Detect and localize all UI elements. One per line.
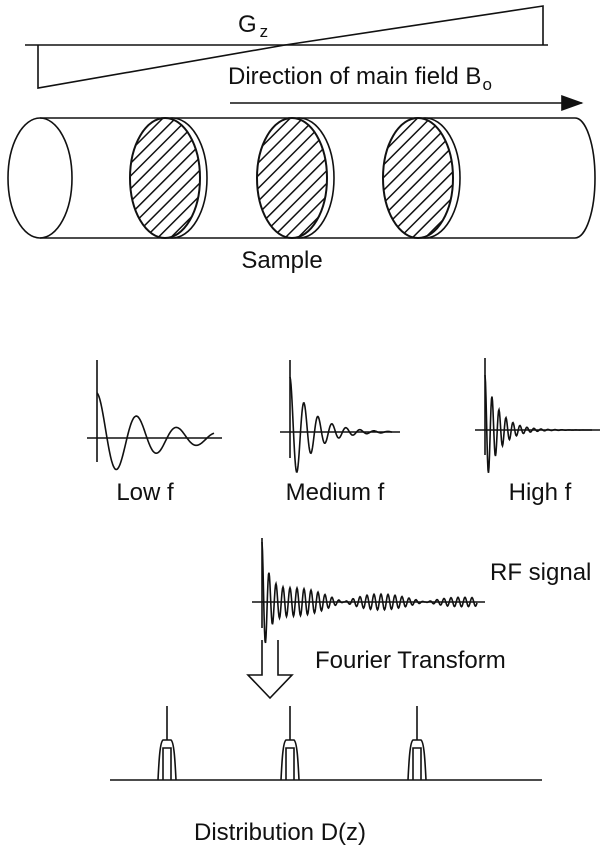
rf-label: RF signal — [490, 559, 591, 586]
transform-arrow — [248, 640, 292, 698]
sample-label: Sample — [241, 247, 322, 274]
distribution-label: Distribution D(z) — [194, 819, 366, 846]
transform-label: Fourier Transform — [315, 647, 506, 674]
waveform — [485, 375, 592, 473]
distribution-peak — [408, 740, 426, 780]
signal-label: High f — [509, 479, 572, 506]
distribution-peak — [158, 740, 176, 780]
waveform — [290, 377, 392, 472]
field-label: Direction of main field Bo — [228, 63, 492, 94]
signal-label: Medium f — [286, 479, 385, 506]
waveform — [262, 542, 477, 643]
distribution-peak — [281, 740, 299, 780]
signal-label: Low f — [116, 479, 174, 506]
sample-slices — [130, 118, 460, 238]
diagram: Gz Direction of main field Bo Sample Low… — [0, 0, 614, 852]
waveform — [97, 393, 214, 470]
